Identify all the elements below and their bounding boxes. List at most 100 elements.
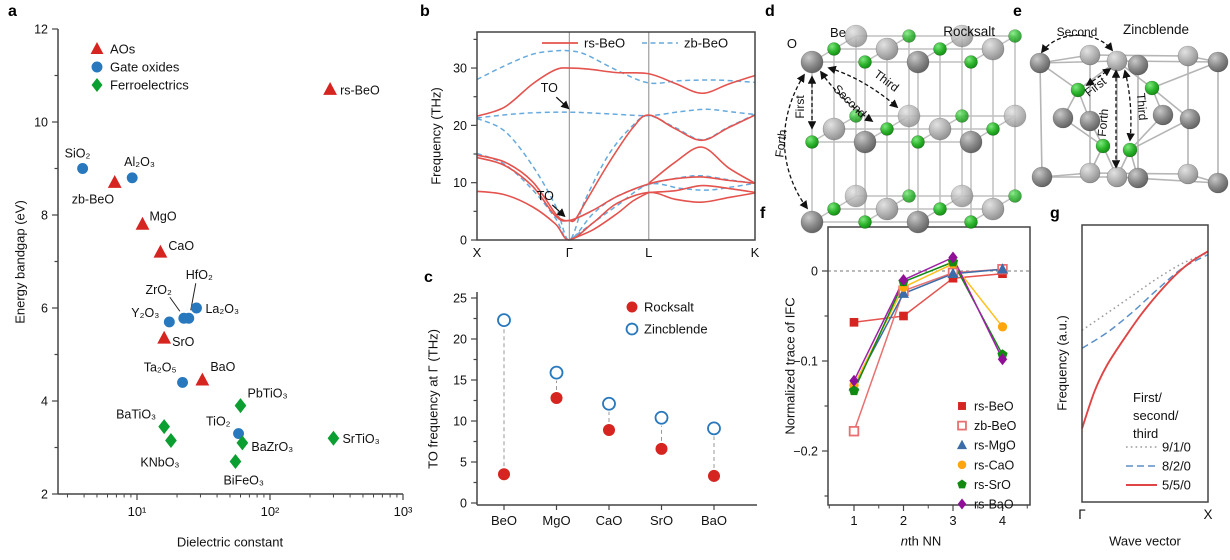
- f-x-tick-label: 2: [900, 513, 907, 528]
- panel-b-chart: 0 10 20 30 X Γ L Krs-BeO zb-BeO TO TO: [453, 31, 760, 260]
- f-point-rs-BaO-n2: [898, 274, 909, 286]
- a-y-tick-label: 4: [41, 395, 48, 409]
- a-y-tick-label: 8: [41, 209, 48, 223]
- d-atom-Be: [964, 215, 978, 229]
- b-branch-rs-BeO-0: [476, 67, 756, 117]
- data-point-Y₂O₃: [163, 316, 175, 328]
- b-annotation-text: TO: [537, 189, 554, 203]
- f-point-rs-MgO-n4: [996, 263, 1009, 274]
- d-atom-O: [981, 37, 1005, 61]
- d-atom-O: [875, 37, 899, 61]
- a-x-tick-label: 10³: [394, 504, 413, 519]
- panel-b-letter: b: [420, 3, 430, 20]
- f-legend-label: rs-BeO: [974, 400, 1014, 414]
- a-point-label: HfO₂: [186, 268, 213, 282]
- c-y-tick-label: 5: [460, 456, 467, 470]
- panel-d-letter: d: [765, 3, 775, 20]
- data-point-SrTiO₃: [327, 430, 340, 446]
- panel-c-letter: c: [424, 269, 433, 286]
- d-atom-O: [906, 210, 930, 234]
- g-x-tick-label: X: [1203, 507, 1212, 522]
- data-point-KNbO₃: [165, 433, 177, 449]
- e-atom-green: [1122, 142, 1138, 158]
- e-neighbor-label-second: Second: [1057, 25, 1098, 39]
- f-line-rs-BaO: [853, 256, 1004, 382]
- f-y-tick-label: −0.2: [793, 445, 818, 459]
- f-legend-marker-rs-CaO: [957, 460, 967, 470]
- d-neighbor-label-forth: Forth: [772, 129, 789, 159]
- f-point-rs-MgO-n3: [947, 267, 959, 279]
- e-arrow-first: [1085, 68, 1112, 86]
- a-legend-label: AOs: [110, 42, 136, 57]
- c-point-rocksalt-SrO: [655, 442, 668, 455]
- g-legend-label: 5/5/0: [1162, 478, 1191, 493]
- b-branch-rs-BeO-4: [568, 191, 650, 241]
- d-atom-Be: [827, 42, 841, 56]
- g-legend-title: First/: [1133, 390, 1162, 405]
- data-point-HfO₂: [183, 312, 195, 324]
- c-y-tick-label: 25: [453, 292, 467, 306]
- c-point-zincblende-BaO: [707, 421, 721, 436]
- data-point-Al₂O₃: [126, 172, 138, 184]
- b-y-tick-label: 0: [460, 234, 467, 248]
- panel-g-chart: Γ X First/second/third 9/1/0 8/2/0 5/5/0: [1078, 224, 1213, 522]
- b-branch-rs-BeO-5: [648, 146, 756, 184]
- d-atom-O: [800, 210, 824, 234]
- d-arrow-third: [827, 65, 899, 109]
- a-leader-line: [169, 296, 181, 312]
- data-point-TiO₂: [233, 428, 244, 440]
- data-point-BiFeO₃: [229, 453, 242, 469]
- f-legend-marker-rs-BaO: [957, 498, 967, 510]
- d-atom-O: [844, 24, 868, 48]
- f-legend-label: rs-MgO: [974, 439, 1016, 453]
- d-atom-Be: [880, 122, 894, 136]
- f-legend-marker-rs-MgO: [956, 439, 968, 450]
- d-arrow-forth: [783, 73, 809, 210]
- a-legend-label: Ferroelectrics: [110, 78, 189, 93]
- a-x-tick-label: 10²: [261, 504, 280, 519]
- f-point-rs-BeO-n2: [899, 311, 908, 321]
- panel-f-x-title: nth NN: [901, 534, 941, 549]
- e-atoms: [1029, 44, 1229, 194]
- a-point-label: Y₂O₃: [131, 306, 159, 320]
- f-y-tick-label: −0.1: [793, 355, 818, 369]
- b-branch-zb-BeO-1: [476, 108, 756, 119]
- panel-c-y-title: TO frequency at Γ (THz): [425, 329, 441, 469]
- d-atom-Be: [858, 215, 872, 229]
- e-atom-grey: [1079, 110, 1101, 132]
- a-point-label: SrTiO₃: [342, 432, 379, 446]
- panel-f-x-title-italic: n: [900, 533, 908, 549]
- d-atom-O: [950, 24, 974, 48]
- a-y-tick-label: 6: [41, 302, 48, 316]
- c-x-tick-label: BeO: [491, 513, 517, 528]
- f-legend-label: rs-CaO: [974, 458, 1015, 472]
- panel-e-letter: e: [1013, 3, 1022, 20]
- c-y-tick-label: 0: [460, 497, 467, 511]
- e-bond: [1129, 118, 1191, 151]
- d-atom-O: [844, 184, 868, 208]
- c-legend-label: Rocksalt: [644, 300, 694, 315]
- b-y-tick-label: 10: [453, 176, 467, 190]
- c-point-rocksalt-BaO: [707, 469, 721, 482]
- c-y-tick-label: 20: [453, 333, 467, 347]
- a-point-label: BiFeO₃: [223, 473, 264, 487]
- panel-g-x-title: Wave vector: [1109, 533, 1181, 549]
- g-curve-5/5/0: [1081, 250, 1209, 429]
- a-point-label: CaO: [168, 239, 194, 253]
- data-point-BaO: [195, 372, 210, 386]
- a-point-label: MgO: [150, 209, 177, 223]
- panel-g-y-title: Frequency (a.u.): [1054, 315, 1070, 411]
- d-atom-O: [1003, 104, 1027, 128]
- a-legend-marker-diamond: [91, 78, 103, 92]
- e-arrow-third: [1122, 69, 1135, 142]
- c-y-tick-label: 10: [453, 415, 467, 429]
- data-point-PbTiO₃: [234, 398, 247, 414]
- e-bond: [1151, 61, 1219, 89]
- f-point-rs-BaO-n4: [997, 353, 1008, 366]
- b-frame: [476, 31, 756, 241]
- a-point-label: PbTiO₃: [247, 387, 287, 401]
- e-atom-grey: [1127, 54, 1149, 76]
- c-point-zincblende-CaO: [602, 396, 616, 411]
